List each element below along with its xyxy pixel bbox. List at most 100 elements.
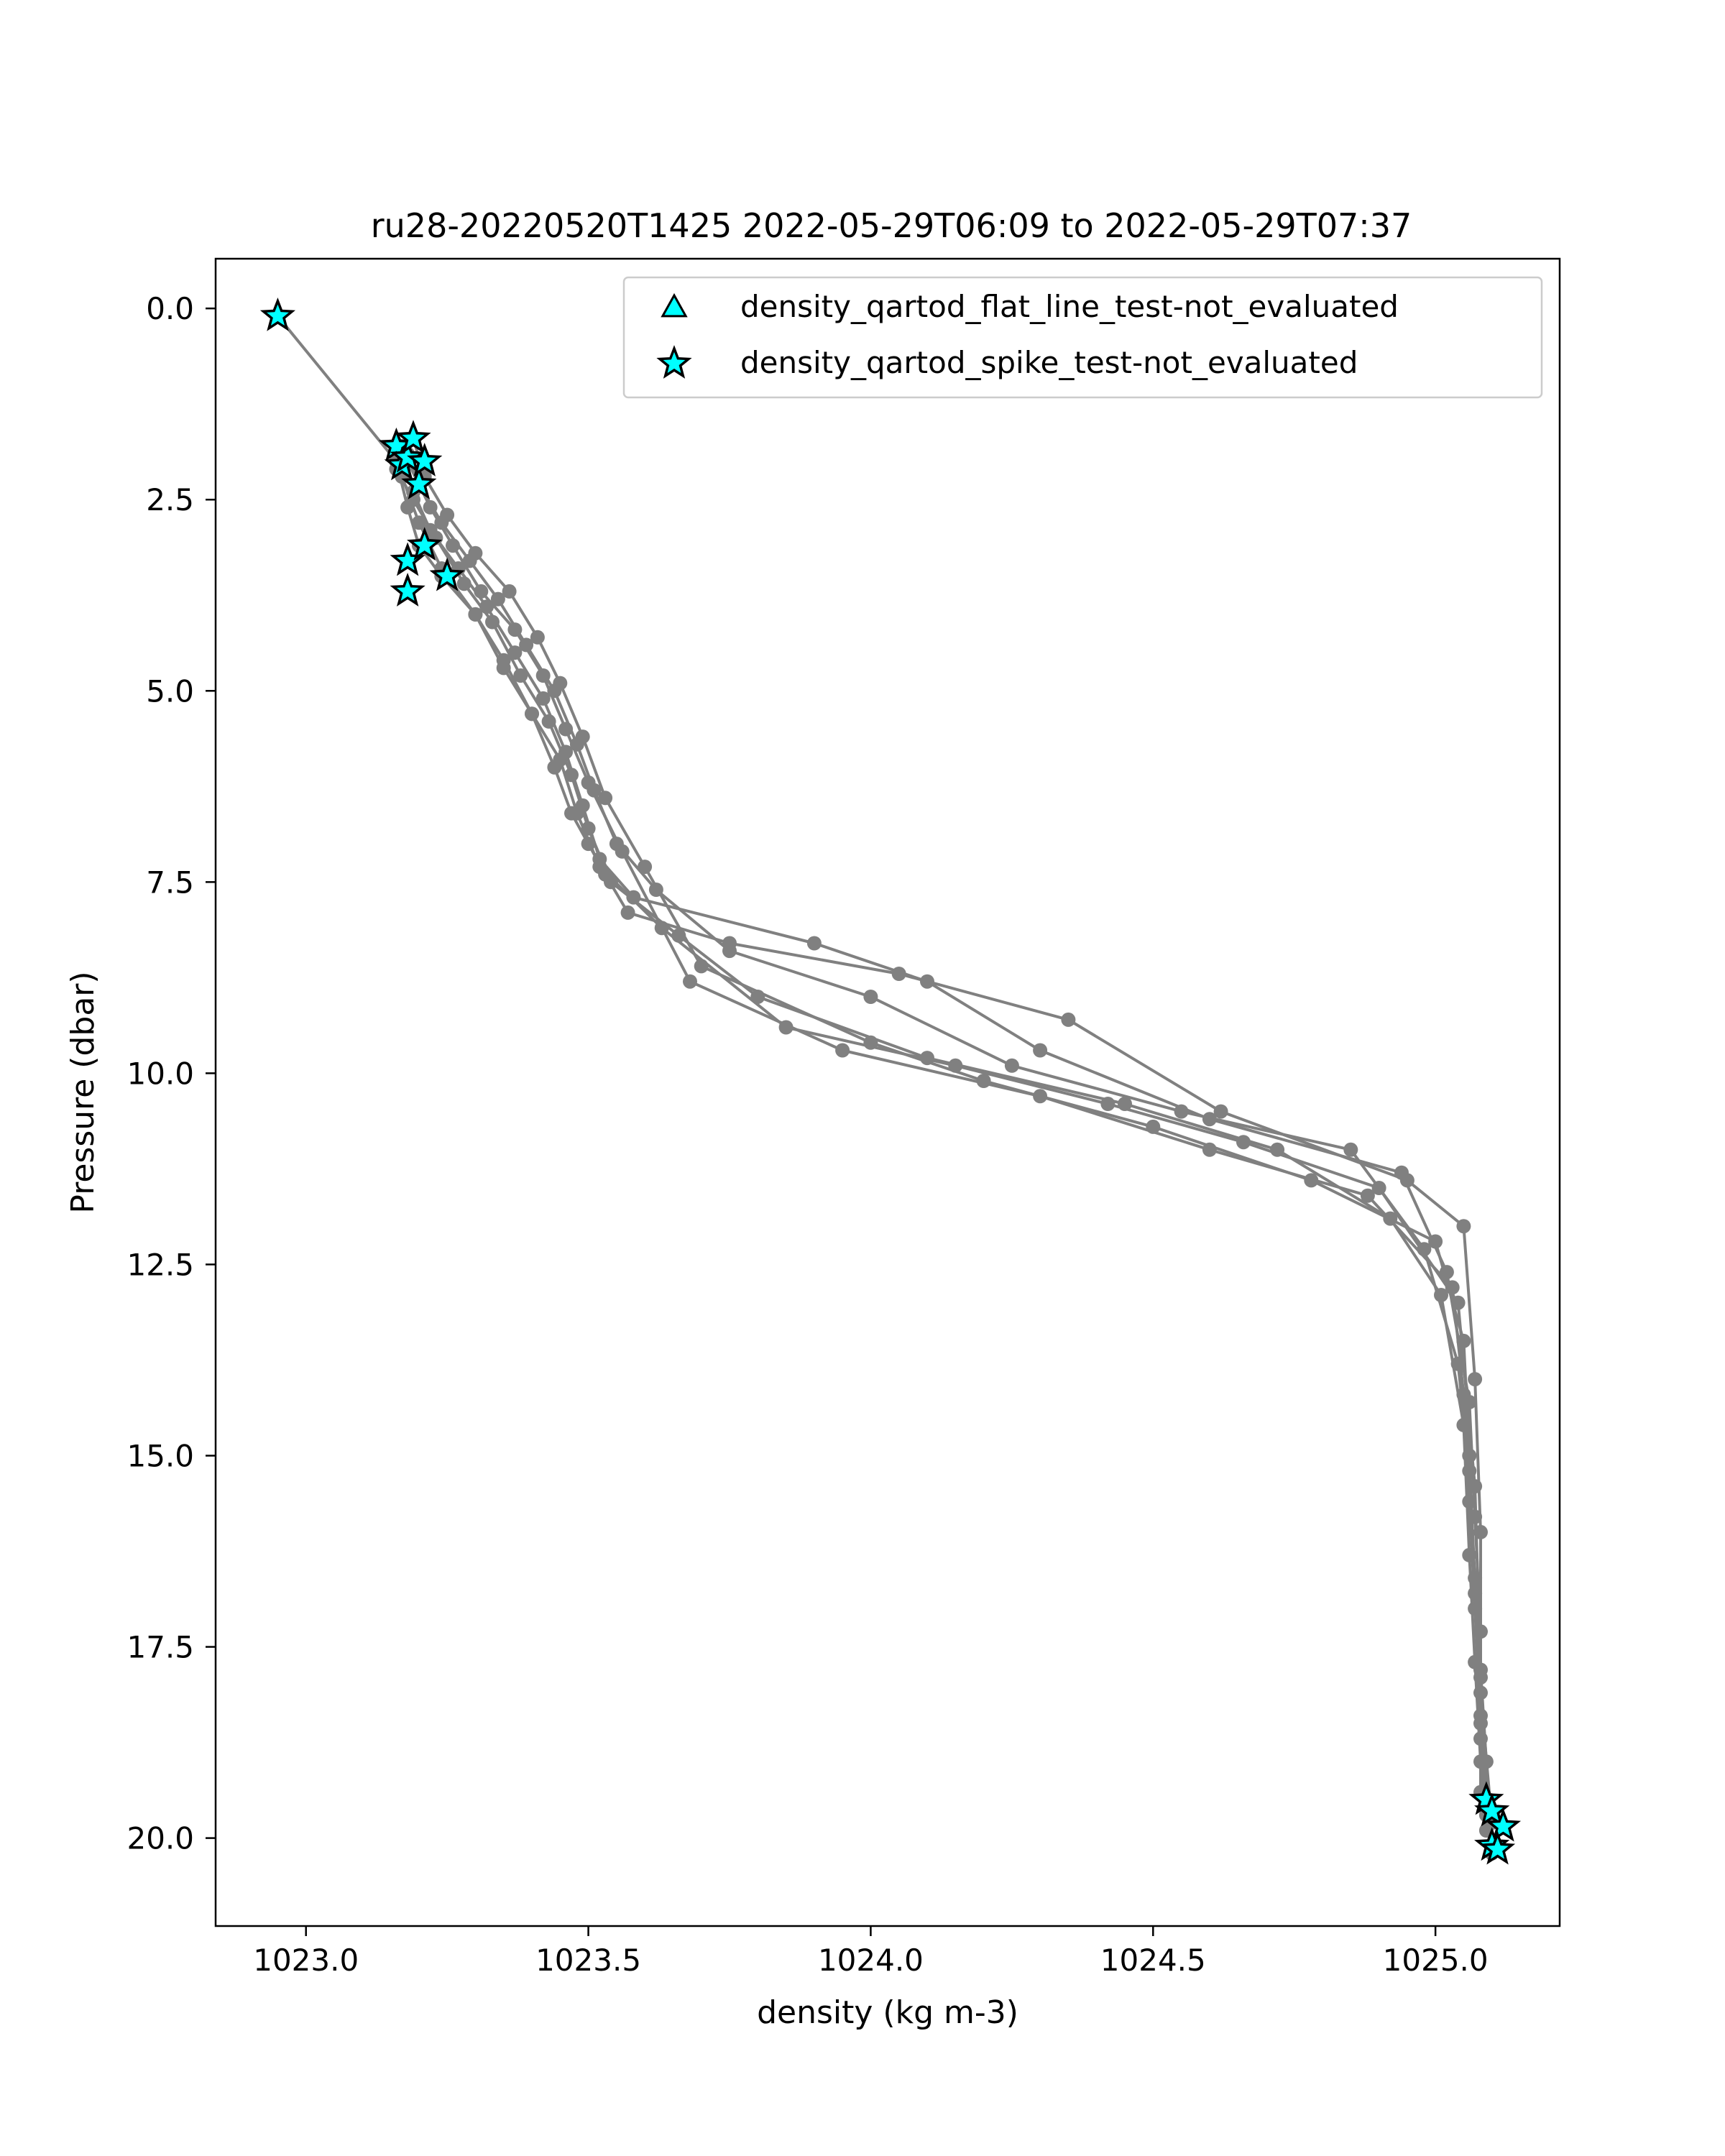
profile-point [1456,1219,1471,1234]
profile-point [1468,1372,1483,1387]
profile-point [592,860,607,875]
y-tick-label: 15.0 [126,1439,194,1474]
profile-point [683,974,697,989]
profile-point [456,576,472,591]
spike-flag-star [1479,1830,1516,1865]
profile-point [468,545,483,561]
y-tick-label: 10.0 [126,1056,194,1091]
profile-point [541,714,556,729]
profile-point [581,775,596,790]
spike-flag-star [429,557,465,591]
profile-point [1473,1716,1488,1731]
spike-flag-star [259,297,296,331]
profile-point [423,499,438,515]
profile-point [1394,1165,1409,1180]
profile-point [490,591,505,607]
profile-point [920,974,934,989]
profile-point [525,706,539,722]
y-tick-label: 20.0 [126,1821,194,1856]
legend-label-flat-line: density_qartod_flat_line_test-not_evalua… [740,289,1399,324]
profile-point [1450,1295,1466,1310]
legend-star-shape [656,345,692,379]
profile-point [502,584,517,599]
spike-flag-star [395,420,431,454]
spike-flag-star [407,443,443,476]
x-tick-label: 1023.0 [253,1943,359,1978]
y-tick-label: 2.5 [146,482,194,517]
profile-point [1462,1494,1477,1509]
y-tick-label: 12.5 [126,1247,194,1282]
y-axis-label: Pressure (dbar) [65,971,101,1213]
profile-point [1236,1135,1251,1150]
profile-point [806,936,822,951]
x-axis-label: density (kg m-3) [757,1994,1018,2031]
profile-point [513,668,528,683]
profile-point [496,660,511,676]
spike-flag-star [1485,1807,1522,1842]
profile-point [1100,1097,1116,1111]
x-axis: 1023.0 1023.5 1024.0 1024.5 1025.0 [253,1926,1489,1978]
y-tick-label: 0.0 [146,291,194,326]
profile-point [553,676,568,691]
plot-area [214,257,1561,1927]
profile-point [485,614,500,630]
legend-triangle-shape [661,292,688,318]
y-axis: 0.0 2.5 5.0 7.5 10.0 12.5 15.0 17.5 20.0 [126,291,216,1856]
spike-flag-star [390,572,426,607]
profile-point [564,768,579,783]
x-tick-label: 1025.0 [1383,1943,1489,1978]
spike-flag-star [401,465,437,499]
flag-layer [259,297,1522,1865]
profile-point [1213,1104,1228,1119]
legend-star-marker [656,345,692,379]
legend-label-spike: density_qartod_spike_test-not_evaluated [740,345,1358,380]
x-tick-label: 1024.0 [818,1943,924,1978]
chart-title: ru28-20220520T1425 2022-05-29T06:09 to 2… [371,206,1412,245]
x-tick-label: 1023.5 [535,1943,641,1978]
profile-point [778,1020,794,1035]
profile-point [1473,1670,1488,1685]
profile-point [1456,1387,1471,1402]
y-tick-label: 7.5 [146,865,194,900]
profile-point [1033,1043,1048,1058]
profile-point [835,1043,850,1058]
profile-point [535,668,551,683]
legend-triangle-marker [661,292,688,318]
profile-point [620,905,635,920]
profile-point [474,584,489,599]
legend-frame [622,276,1543,399]
profile-point [1462,1448,1477,1463]
legend: density_qartod_flat_line_test-not_evalua… [622,276,1543,399]
profile-point [1033,1089,1048,1104]
profile-point [468,607,483,622]
profile-point [558,722,574,737]
profile-point [615,844,630,859]
plot-frame [214,257,1561,1927]
profile-point [1202,1142,1217,1157]
profile-point [530,630,545,645]
profile-point [863,990,878,1004]
profile-point [638,860,653,875]
profile-point [1360,1188,1375,1203]
x-tick-label: 1024.5 [1100,1943,1206,1978]
profile-point [446,538,460,553]
profile-point [598,791,613,806]
profile-point [1428,1234,1443,1249]
profile-point [1061,1012,1076,1027]
profile-point [722,944,737,959]
profile-point [654,921,669,936]
profile-point [575,729,590,745]
spike-flag-star [1474,1792,1510,1827]
profile-point [440,507,455,522]
profile-point [1174,1104,1189,1119]
profile-point [411,515,426,530]
profile-point [1468,1479,1483,1494]
profile-point [507,622,523,637]
spike-flag-star [407,527,443,561]
profile-point [948,1058,963,1073]
y-tick-label: 5.0 [146,673,194,709]
profile-point [1371,1181,1386,1195]
profile-point [604,875,618,890]
profile-line-4 [395,468,1494,1854]
